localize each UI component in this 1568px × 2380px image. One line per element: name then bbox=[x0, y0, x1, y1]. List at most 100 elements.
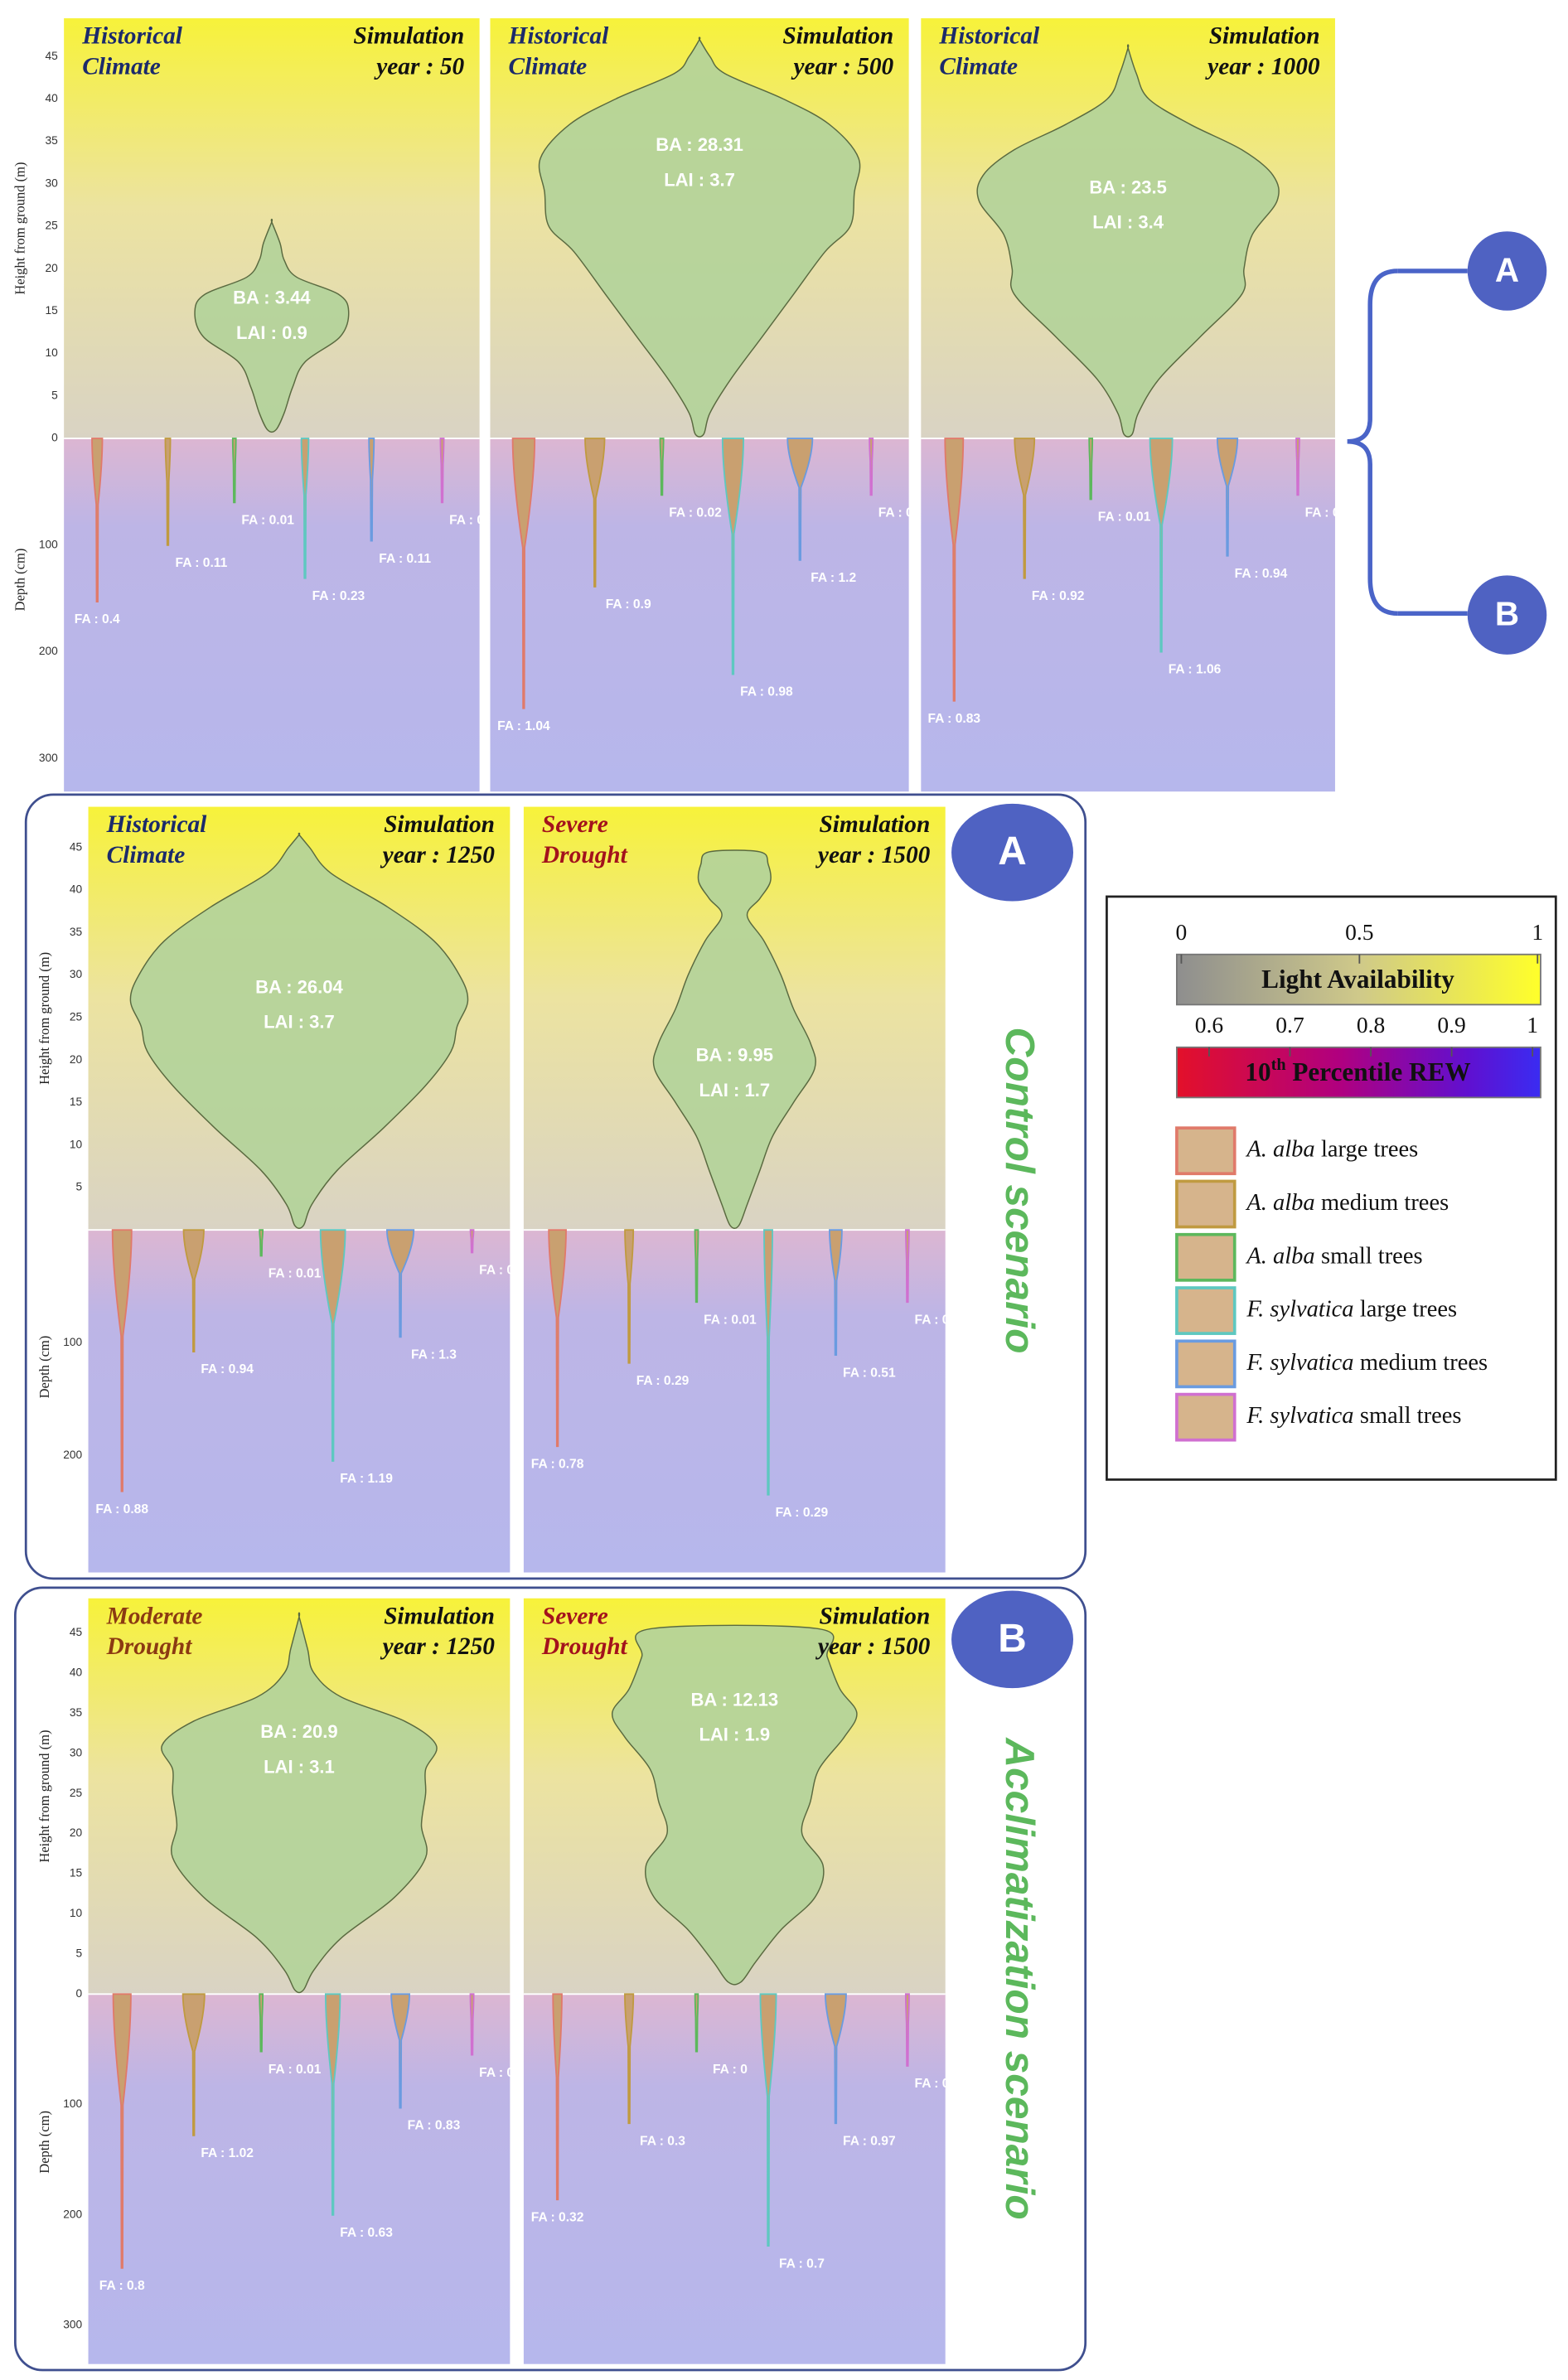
condition-title: Drought bbox=[541, 842, 628, 868]
legend-size: large trees bbox=[1360, 1296, 1457, 1322]
root-profile bbox=[181, 1993, 206, 2136]
y-tick-label: 10 bbox=[45, 346, 58, 359]
condition-title: Severe bbox=[542, 1603, 608, 1629]
simulation-title: year : 1250 bbox=[380, 1633, 496, 1660]
legend-size: small trees bbox=[1360, 1403, 1462, 1429]
y-axis-title: Height from ground (m) bbox=[12, 162, 28, 295]
badge-label: A bbox=[1495, 250, 1519, 288]
fa-label: FA : 0.01 bbox=[241, 513, 294, 527]
fa-label: FA : 0.29 bbox=[776, 1506, 829, 1520]
y-tick-label: 35 bbox=[70, 1706, 83, 1719]
legend-label: A. alba small trees bbox=[1245, 1243, 1422, 1269]
y-tick-label: 15 bbox=[45, 304, 58, 317]
value-label: LAI : 3.1 bbox=[264, 1756, 335, 1777]
value-label: BA : 20.9 bbox=[260, 1721, 337, 1742]
fa-label: FA : 0.01 bbox=[1098, 510, 1151, 525]
legend-label: A. alba large trees bbox=[1245, 1136, 1418, 1162]
value-label: BA : 23.5 bbox=[1089, 177, 1166, 197]
root-profile bbox=[904, 1993, 910, 2067]
fa-label: FA : 0.92 bbox=[1032, 589, 1085, 603]
legend-swatch bbox=[1175, 1392, 1236, 1442]
root-profile bbox=[659, 438, 665, 496]
depth-tick-label: 300 bbox=[63, 2319, 82, 2331]
fa-label: FA : 0.98 bbox=[740, 685, 793, 699]
legend-swatch bbox=[1175, 1126, 1236, 1176]
root-profile bbox=[1149, 438, 1174, 653]
y-tick-label: 0 bbox=[76, 1987, 83, 2000]
value-label: LAI : 1.9 bbox=[699, 1725, 770, 1745]
legend-swatch bbox=[1175, 1179, 1236, 1229]
root-profile bbox=[944, 438, 965, 702]
root-profile bbox=[548, 1229, 567, 1448]
root-profile bbox=[182, 1229, 205, 1352]
fa-label: FA : 0.8 bbox=[99, 2279, 145, 2293]
root-profile bbox=[624, 1229, 635, 1364]
scenario-label: Control scenario bbox=[997, 1027, 1043, 1353]
fa-label: FA : 0.63 bbox=[340, 2226, 393, 2240]
root-profile bbox=[829, 1229, 843, 1357]
legend-genus: F. sylvatica bbox=[1246, 1403, 1353, 1429]
simulation-title: Simulation bbox=[384, 811, 495, 838]
simulation-title: year : 50 bbox=[374, 53, 464, 80]
crown-violin bbox=[161, 1612, 438, 1994]
y-tick-label: 30 bbox=[45, 177, 58, 189]
colorbar-tick-label: 0.6 bbox=[1195, 1012, 1223, 1038]
root-profile bbox=[300, 438, 310, 579]
value-label: LAI : 1.7 bbox=[699, 1080, 770, 1101]
fa-label: FA : 0.29 bbox=[636, 1374, 690, 1388]
fa-label: FA : 0.4 bbox=[75, 612, 120, 626]
root-profile bbox=[584, 438, 606, 588]
value-label: BA : 28.31 bbox=[656, 134, 743, 155]
depth-axis-title: Depth (cm) bbox=[12, 549, 28, 612]
soil-background bbox=[88, 1230, 511, 1573]
y-tick-label: 20 bbox=[45, 262, 58, 274]
soil-background bbox=[490, 438, 909, 792]
root-profile bbox=[624, 1993, 635, 2125]
legend-genus: F. sylvatica bbox=[1246, 1349, 1353, 1375]
soil-background bbox=[64, 438, 480, 792]
depth-tick-label: 200 bbox=[39, 645, 58, 657]
legend-label: F. sylvatica medium trees bbox=[1246, 1349, 1488, 1375]
badge bbox=[951, 1590, 1074, 1689]
simulation-title: year : 1500 bbox=[815, 842, 931, 868]
scenario-label: Acclimatization scenario bbox=[997, 1736, 1043, 2219]
root-profile bbox=[319, 1229, 346, 1462]
depth-tick-label: 200 bbox=[63, 2208, 82, 2220]
y-tick-label: 45 bbox=[45, 50, 58, 62]
root-profile bbox=[869, 438, 874, 496]
legend-genus: A. alba bbox=[1245, 1243, 1314, 1269]
root-profile bbox=[324, 1993, 341, 2216]
fa-label: FA : 0.11 bbox=[379, 552, 431, 566]
y-tick-label: 30 bbox=[70, 968, 83, 980]
fa-label: FA : 0.97 bbox=[843, 2134, 896, 2148]
fa-label: FA : 0.01 bbox=[1305, 506, 1358, 520]
condition-title: Historical bbox=[106, 811, 208, 838]
root-profile bbox=[694, 1993, 699, 2053]
fa-label: FA : 0.83 bbox=[927, 712, 980, 726]
depth-tick-label: 100 bbox=[63, 1336, 82, 1348]
legend-swatch bbox=[1175, 1339, 1236, 1389]
y-tick-label: 25 bbox=[70, 1787, 83, 1799]
condition-title: Severe bbox=[542, 811, 608, 838]
legend-size: small trees bbox=[1321, 1243, 1423, 1269]
fa-label: FA : 0.01 bbox=[704, 1313, 757, 1327]
value-label: BA : 26.04 bbox=[255, 976, 343, 997]
fa-label: FA : 0.01 bbox=[479, 1264, 532, 1278]
y-tick-label: 0 bbox=[51, 432, 58, 444]
root-profile bbox=[721, 438, 745, 675]
y-tick-label: 45 bbox=[70, 840, 83, 853]
depth-tick-label: 200 bbox=[63, 1449, 82, 1461]
fa-label: FA : 0.94 bbox=[201, 1362, 254, 1376]
colorbar-title: Light Availability bbox=[1261, 965, 1454, 994]
fa-label: FA : 0.02 bbox=[449, 513, 502, 527]
simulation-title: year : 1250 bbox=[380, 842, 496, 868]
legend-label: F. sylvatica small trees bbox=[1246, 1403, 1461, 1429]
condition-title: Climate bbox=[509, 53, 588, 80]
colorbar-tick-label: 0.5 bbox=[1345, 919, 1373, 945]
condition-title: Climate bbox=[939, 53, 1018, 80]
fa-label: FA : 0.02 bbox=[479, 2066, 532, 2080]
root-profile bbox=[552, 1993, 563, 2201]
y-axis-title: Height from ground (m) bbox=[36, 952, 52, 1085]
colorbar-tick-label: 1 bbox=[1527, 1012, 1538, 1038]
